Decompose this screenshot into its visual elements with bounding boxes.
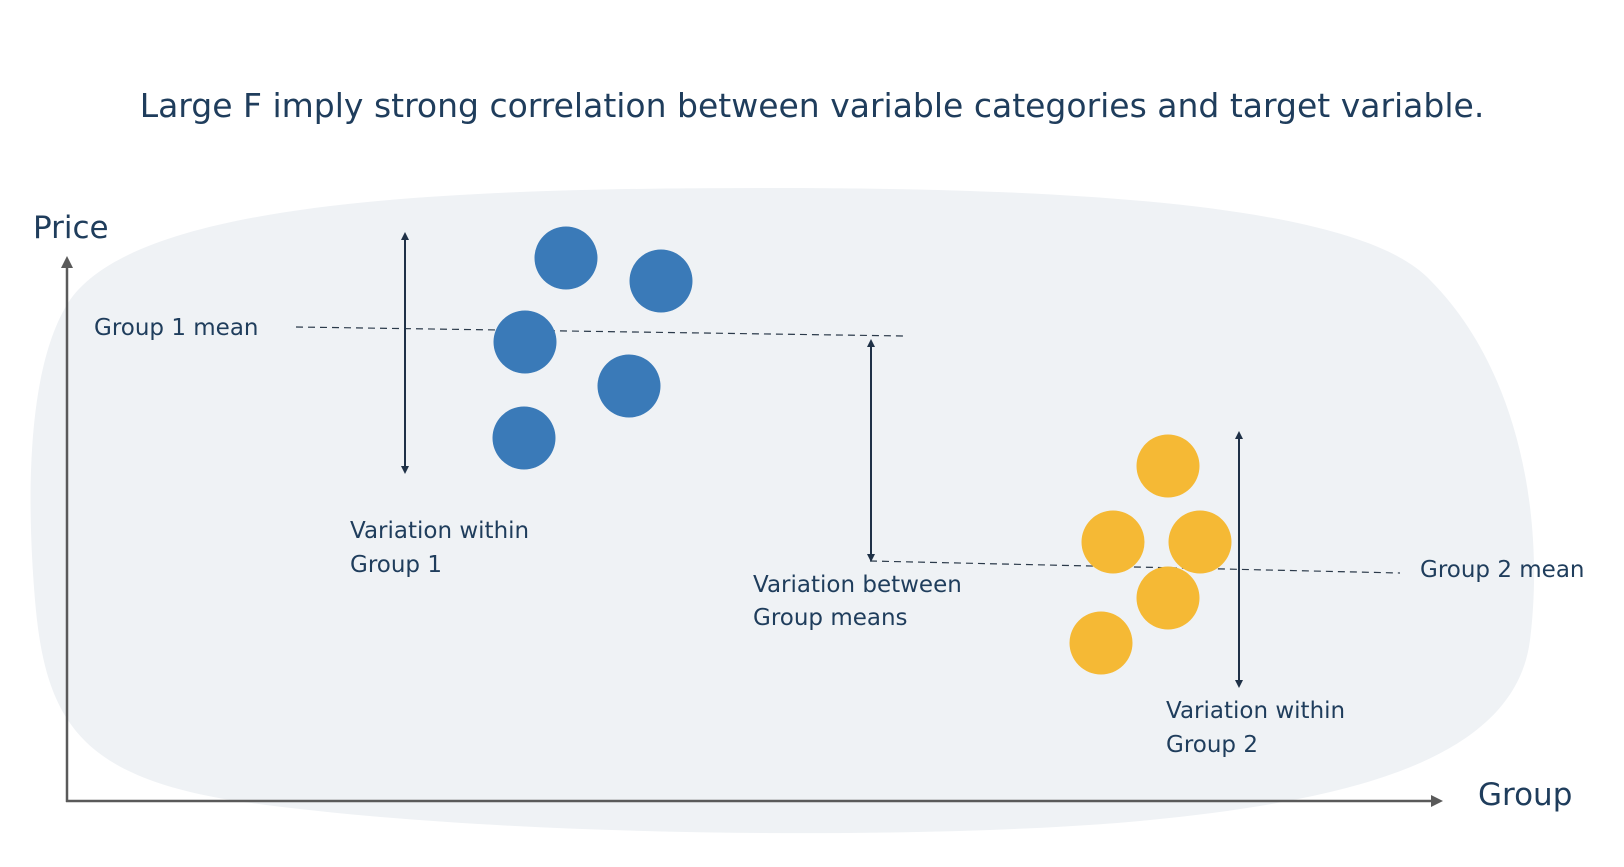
group2-point <box>1081 510 1145 574</box>
page-title: Large F imply strong correlation between… <box>140 86 1485 125</box>
group1-point <box>629 249 693 313</box>
group2-within-label: Variation within Group 2 <box>1166 698 1352 758</box>
group2-mean-label: Group 2 mean <box>1420 557 1585 583</box>
x-axis-label: Group <box>1478 777 1572 813</box>
between-means-label: Variation between Group means <box>753 572 969 631</box>
group2-point <box>1136 566 1200 630</box>
group1-within-label: Variation within Group 1 <box>350 518 536 578</box>
group2-point <box>1136 434 1200 498</box>
background-region <box>30 188 1535 834</box>
group1-point <box>493 310 557 374</box>
group1-point <box>597 354 661 418</box>
group2-point <box>1168 510 1232 574</box>
group1-point <box>492 406 556 470</box>
group1-point <box>534 226 598 290</box>
group1-mean-line <box>295 326 906 337</box>
y-axis-label: Price <box>33 210 109 246</box>
group2-point <box>1069 611 1133 675</box>
group2-mean-line <box>869 560 1401 574</box>
group1-mean-label: Group 1 mean <box>94 315 259 341</box>
